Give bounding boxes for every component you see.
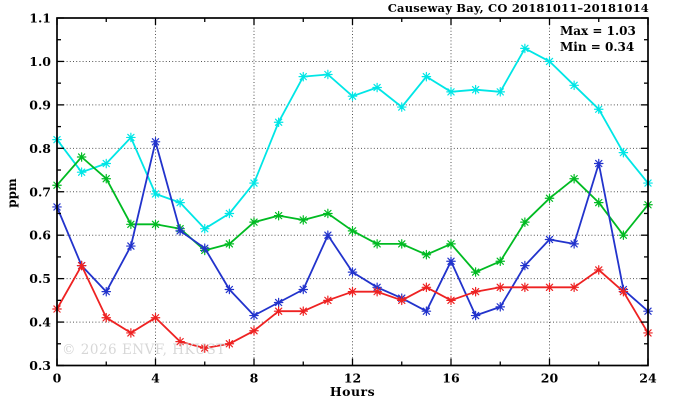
series-cyan-line [56,47,649,230]
max-annotation: Max = 1.03 [560,24,636,38]
min-annotation: Min = 0.34 [560,40,635,54]
svg-text:0.9: 0.9 [29,97,51,112]
svg-text:8: 8 [250,371,259,386]
y-tick-labels: 0.3 0.4 0.5 0.6 0.7 0.8 0.9 1.0 1.1 [29,11,51,374]
y-axis-label: ppm [5,178,19,208]
svg-text:0.3: 0.3 [29,358,51,373]
minmax-annotation: Max = 1.03 Min = 0.34 [560,23,636,55]
watermark: © 2026 ENVF, HKUST [62,342,226,358]
svg-text:0.7: 0.7 [29,184,51,199]
svg-text:12: 12 [344,371,361,386]
svg-text:1.1: 1.1 [29,11,51,26]
svg-text:0.4: 0.4 [29,315,51,330]
svg-text:0.6: 0.6 [29,228,51,243]
svg-text:20: 20 [541,371,559,386]
axis-ticks [56,17,649,367]
x-axis-label: Hours [329,384,376,399]
svg-text:0.5: 0.5 [29,271,51,286]
svg-text:0.8: 0.8 [29,141,51,156]
svg-text:16: 16 [442,371,460,386]
svg-text:1.0: 1.0 [29,54,51,69]
svg-text:4: 4 [151,371,160,386]
series-green-markers [52,152,653,277]
chart-title: Causeway Bay, CO 20181011–20181014 [387,1,649,15]
svg-text:24: 24 [639,371,657,386]
x-tick-labels: 0 4 8 12 16 20 24 [53,371,657,386]
svg-text:0: 0 [53,371,62,386]
